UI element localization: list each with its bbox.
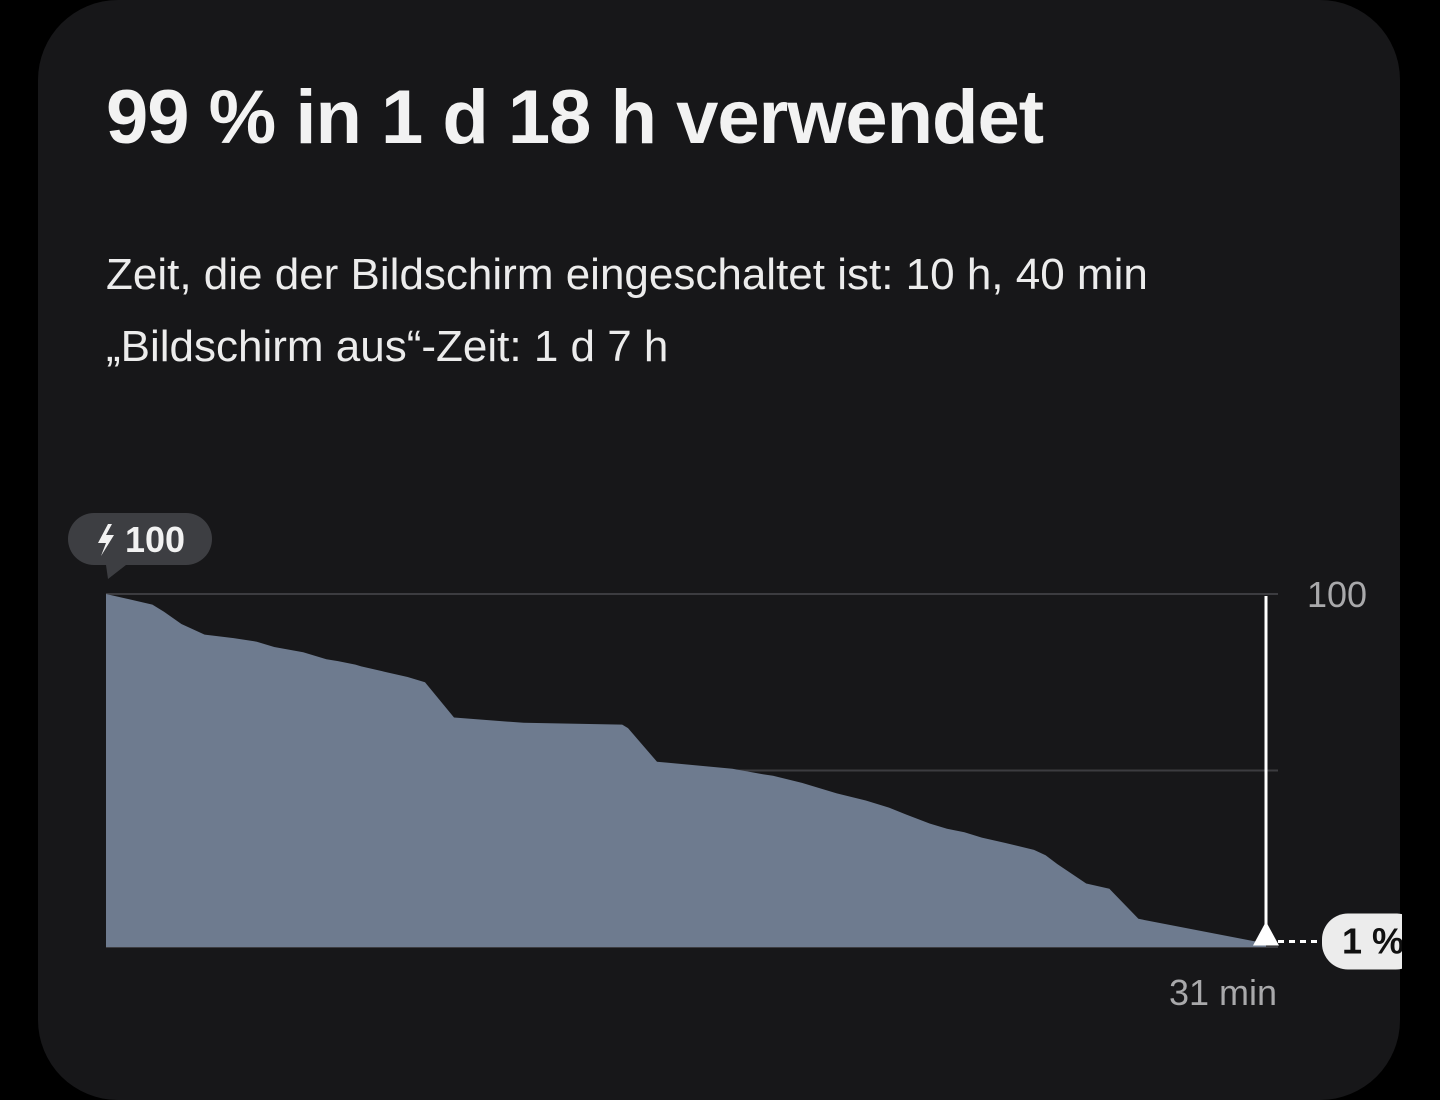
battery-level-area <box>106 594 1266 947</box>
start-charge-badge: 100 <box>68 513 212 579</box>
screen-on-time-text: Zeit, die der Bildschirm eingeschaltet i… <box>106 250 1148 299</box>
current-value-badge: 1 % <box>1322 913 1404 970</box>
battery-level-chart[interactable]: 100 100 1 % 31 min <box>0 0 1440 1054</box>
current-time-marker-icon[interactable] <box>1253 921 1279 946</box>
lightning-bolt-icon <box>98 524 114 556</box>
usage-headline: 99 % in 1 d 18 h verwendet <box>106 75 1044 160</box>
screen-off-time-text: „Bildschirm aus“-Zeit: 1 d 7 h <box>106 322 669 371</box>
start-charge-value: 100 <box>125 519 185 560</box>
y-tick-label-100: 100 <box>1307 574 1367 615</box>
end-time-label: 31 min <box>1169 972 1277 1013</box>
current-value-label: 1 % <box>1342 920 1404 961</box>
